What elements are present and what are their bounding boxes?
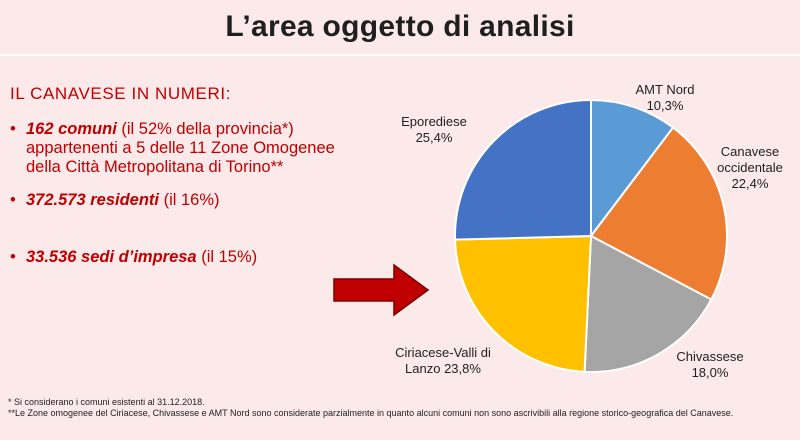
stats-heading: IL CANAVESE IN NUMERI: bbox=[10, 84, 232, 103]
right-arrow-icon bbox=[333, 263, 430, 317]
bullet-comuni-bold: 162 comuni bbox=[26, 120, 117, 138]
bullet-residenti-text: (il 16%) bbox=[159, 191, 220, 209]
page-title: L’area oggetto di analisi bbox=[225, 10, 575, 43]
pie-label-canavese-occidentale: Canavese occidentale 22,4% bbox=[717, 144, 783, 191]
pie-slice-eporediese bbox=[454, 98, 592, 241]
bullet-comuni: 162 comuni (il 52% della provincia*) app… bbox=[10, 120, 340, 177]
pie-label-ciriacese-valli-di-lanzo: Ciriacese-Valli di Lanzo 23,8% bbox=[395, 345, 491, 376]
footnote-1: * Si considerano i comuni esistenti al 3… bbox=[8, 397, 205, 407]
bullet-imprese-bold: 33.536 sedi d’impresa bbox=[26, 248, 197, 266]
pie-label-amt-nord: AMT Nord 10,3% bbox=[636, 82, 695, 113]
pie-slice-canavese-occidentale bbox=[589, 126, 728, 301]
bullet-comuni-text: (il 52% della provincia*) appartenenti a… bbox=[26, 120, 335, 176]
bullet-imprese: 33.536 sedi d’impresa (il 15%) bbox=[10, 248, 340, 267]
pie-slice-amt-nord bbox=[590, 98, 675, 239]
pie-slice-ciriacese-valli-di-lanzo bbox=[454, 234, 593, 373]
title-divider bbox=[0, 54, 800, 56]
pie-slice-chivassese bbox=[583, 234, 713, 373]
footnotes: * Si considerano i comuni esistenti al 3… bbox=[8, 397, 798, 419]
bullet-residenti: 372.573 residenti (il 16%) bbox=[10, 191, 340, 210]
footnote-2: **Le Zone omogenee del Ciriacese, Chivas… bbox=[8, 408, 734, 418]
pie-chart: AMT Nord 10,3% Canavese occidentale 22,4% Chi… bbox=[395, 82, 783, 380]
bullet-imprese-text: (il 15%) bbox=[196, 248, 258, 266]
pie-label-chivassese: Chivassese 18,0% bbox=[676, 349, 743, 380]
stats-panel: IL CANAVESE IN NUMERI: 162 comuni (il 52… bbox=[10, 84, 340, 267]
bullet-residenti-bold: 372.573 residenti bbox=[26, 191, 159, 209]
pie-label-eporediese: Eporediese 25,4% bbox=[401, 114, 467, 145]
